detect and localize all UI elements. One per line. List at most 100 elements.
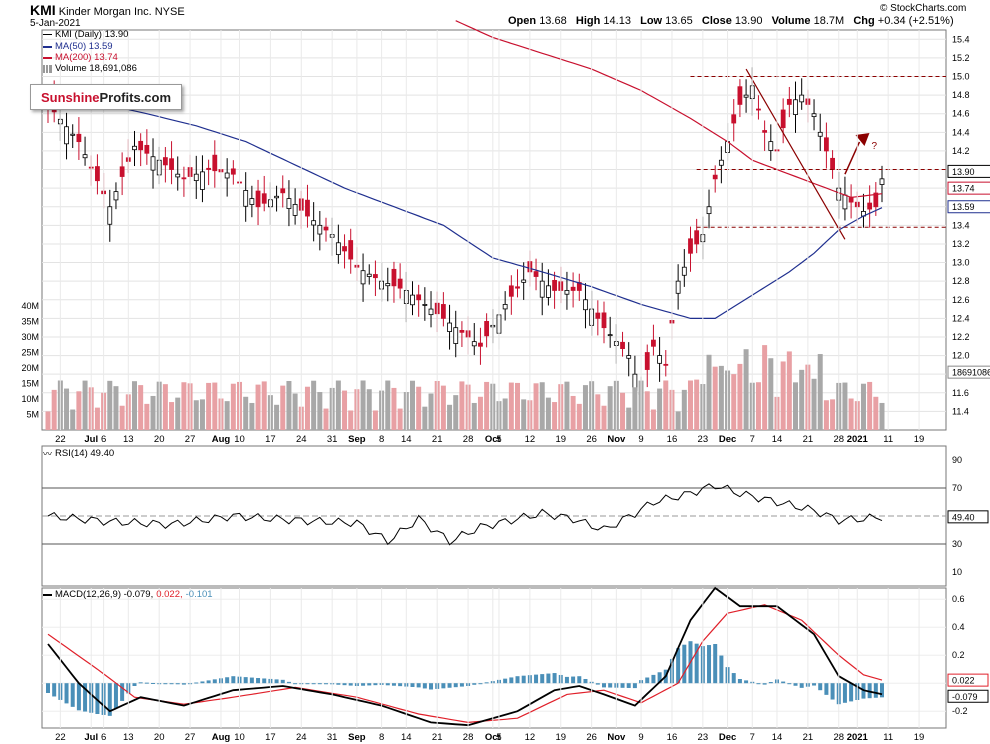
ma200-line xyxy=(455,20,883,199)
x-tick-label: Jul xyxy=(84,732,98,743)
macd-histogram-bar xyxy=(175,683,180,685)
macd-histogram-bar xyxy=(707,645,712,684)
candle-body xyxy=(373,274,378,279)
candle-body xyxy=(212,154,218,172)
volume-bar xyxy=(82,380,88,430)
price-tick-label: 14.2 xyxy=(952,146,970,156)
candle-body xyxy=(249,198,255,205)
volume-bar xyxy=(150,395,156,430)
volume-bar xyxy=(811,378,817,430)
low-label: Low xyxy=(640,15,663,27)
volume-bar xyxy=(786,351,792,430)
volume-bar xyxy=(657,388,663,430)
x-tick-label: 19 xyxy=(555,732,566,743)
question-mark: ? xyxy=(871,141,877,152)
candle-body xyxy=(366,273,372,277)
macd-histogram-bar xyxy=(737,679,742,684)
macd-histogram-bar xyxy=(793,683,798,686)
macd-histogram-bar xyxy=(787,683,792,685)
macd-histogram-bar xyxy=(546,673,551,684)
macd-histogram-bar xyxy=(181,683,186,685)
candle-body xyxy=(681,266,687,276)
macd-label-main: MACD(12,26,9) -0.079, xyxy=(55,589,154,600)
volume-bar xyxy=(193,400,199,430)
macd-tick-label: 0.4 xyxy=(952,622,965,632)
macd-histogram-bar xyxy=(694,643,699,684)
volume-bars-icon xyxy=(43,64,52,73)
legend-ma50-label: MA(50) 13.59 xyxy=(55,41,113,52)
volume-bar xyxy=(471,402,477,430)
candle-body xyxy=(663,363,669,366)
candle-body xyxy=(848,197,854,203)
volume-bar xyxy=(515,382,521,430)
volume-bar xyxy=(706,354,712,430)
volume-tick-label: 40M xyxy=(21,301,39,311)
macd-histogram-bar xyxy=(583,679,588,684)
macd-histogram-bar xyxy=(429,683,434,690)
x-tick-label: 26 xyxy=(586,732,597,743)
volume-bar xyxy=(292,393,298,430)
volume-bar xyxy=(409,380,415,430)
candle-body xyxy=(64,126,69,145)
volume-bar xyxy=(675,411,681,430)
candle-body xyxy=(82,154,88,159)
ma50-price-tag-box xyxy=(947,200,990,214)
price-tick-label: 14.4 xyxy=(952,127,970,137)
volume-bar xyxy=(335,380,341,430)
x-tick-label: 28 xyxy=(463,732,474,743)
volume-bar xyxy=(206,382,212,430)
price-tick-label: 12.0 xyxy=(952,351,970,361)
volume-tag-box xyxy=(947,365,990,379)
candle-body xyxy=(651,339,656,347)
volume-bar xyxy=(533,383,539,430)
legend-ma200: MA(200) 13.74 xyxy=(43,52,118,63)
candle-body xyxy=(484,321,490,337)
price-tick-label: 15.0 xyxy=(952,72,970,82)
macd-histogram-bar xyxy=(46,683,50,693)
macd-histogram-bar xyxy=(676,648,681,684)
volume-bar xyxy=(175,397,181,430)
macd-histogram-bar xyxy=(286,681,291,684)
sunshine-profits-logo: Sunshine Profits.com xyxy=(30,84,182,110)
volume-bar xyxy=(199,399,205,430)
macd-histogram-bar xyxy=(842,683,847,703)
macd-histogram-bar xyxy=(64,683,69,704)
ticker-symbol: KMI xyxy=(30,2,56,18)
macd-histogram-bar xyxy=(830,683,835,700)
legend-main-label: KMI (Daily) 13.90 xyxy=(55,29,129,40)
macd-histogram-bar xyxy=(744,680,749,684)
x-tick-label: 28 xyxy=(463,434,474,445)
rsi-tick-label: 90 xyxy=(952,455,962,465)
x-tick-label: 12 xyxy=(525,434,536,445)
macd-histogram-bar xyxy=(225,677,230,684)
x-tick-label: Oct xyxy=(485,732,502,743)
macd-histogram-bar xyxy=(768,682,773,684)
x-tick-label: 21 xyxy=(803,732,814,743)
volume-bar xyxy=(848,398,854,430)
volume-bar xyxy=(508,382,514,430)
volume-bar xyxy=(323,408,329,430)
candle-body xyxy=(762,130,768,133)
candle-body xyxy=(768,141,774,151)
macd-tick-label: -0.2 xyxy=(952,706,968,716)
price-tick-label: 12.8 xyxy=(952,276,970,286)
rsi-line-icon: 〰 xyxy=(43,449,53,459)
candle-body xyxy=(416,294,422,301)
volume-bar xyxy=(304,386,310,430)
macd-histogram-bar xyxy=(422,683,427,689)
high-label: High xyxy=(575,15,601,27)
macd-histogram-bar xyxy=(602,683,606,688)
x-tick-label: 8 xyxy=(379,434,384,445)
high-value: 14.13 xyxy=(603,15,631,27)
ma200-price-tag: 13.74 xyxy=(952,184,975,194)
macd-histogram-bar xyxy=(645,677,650,684)
volume-bar xyxy=(780,361,786,430)
candle-body xyxy=(181,177,187,180)
trendline xyxy=(745,68,846,240)
volume-bar xyxy=(799,369,805,430)
x-tick-label: 14 xyxy=(772,434,783,445)
volume-bar xyxy=(867,381,873,430)
candle-body xyxy=(447,322,452,332)
volume-tick-label: 15M xyxy=(21,379,39,389)
x-tick-label: Nov xyxy=(607,434,626,445)
